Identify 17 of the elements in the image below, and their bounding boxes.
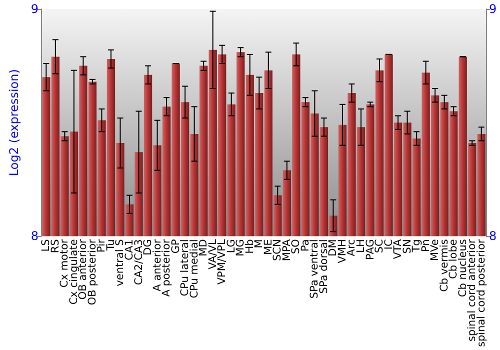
x-tick-label: IC: [382, 239, 395, 250]
x-tick-label: Pa: [299, 239, 312, 252]
x-tick-label: MVe: [429, 239, 442, 262]
x-tick-label: Cb lobe: [448, 239, 460, 279]
x-tick-label: Hb: [244, 238, 256, 254]
x-tick-label: Tg: [410, 239, 423, 254]
y2-tick-label: 8: [489, 229, 497, 244]
y-axis-title: Log2 (expression): [7, 69, 21, 176]
x-tick-label: DG: [142, 239, 154, 256]
x-tick-label: RS: [49, 238, 62, 254]
x-tick-label: OB posterior: [86, 238, 98, 306]
x-tick-label: CA1: [124, 239, 136, 260]
x-tick-label: spinal cord posterior: [475, 238, 488, 348]
y2-tick-label: 9: [489, 2, 497, 16]
x-tick-label: SPa dorsal: [318, 239, 330, 294]
x-tick-label: SN: [401, 239, 414, 254]
x-tick-label: LH: [354, 239, 367, 253]
